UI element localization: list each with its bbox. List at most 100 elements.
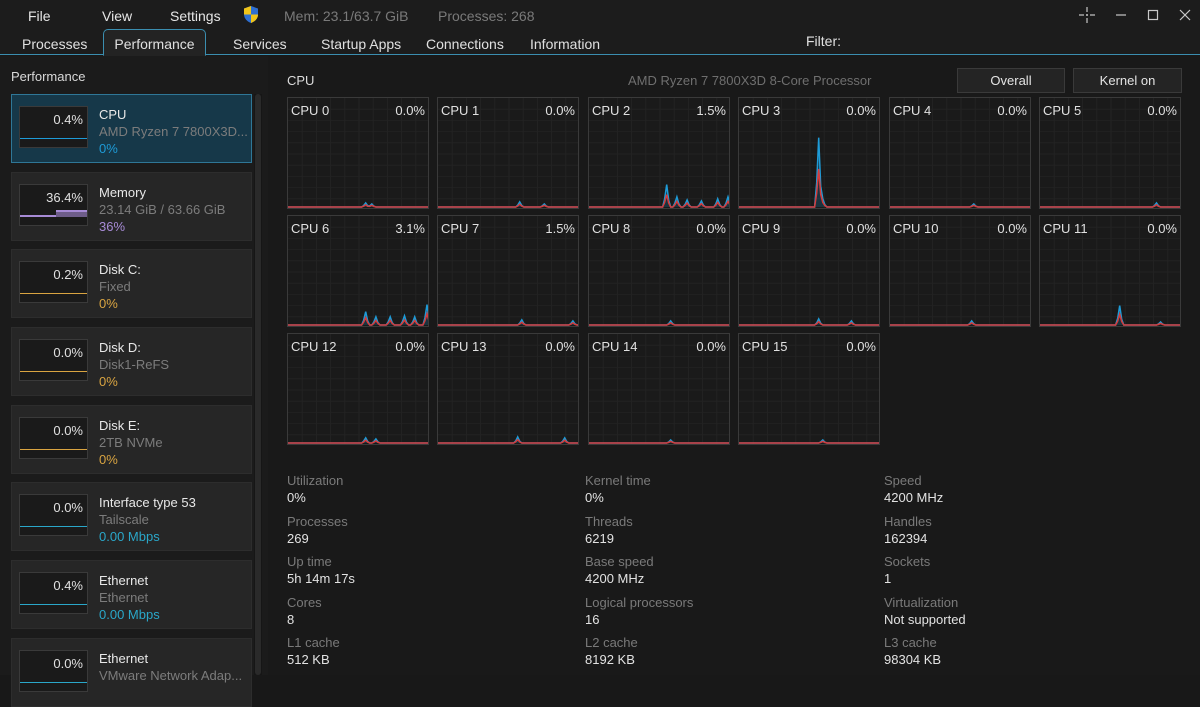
sidebar-item-disk-c-[interactable]: 0.2% Disk C: Fixed 0%	[11, 249, 252, 318]
cpu-core-graph-plot	[890, 216, 1030, 326]
cpu-core-label: CPU 15	[742, 339, 788, 354]
tab-information[interactable]: Information	[530, 36, 601, 52]
user-time-area	[288, 304, 428, 325]
cpu-core-percent: 0.0%	[545, 103, 575, 118]
cpu-core-graph-plot	[438, 334, 578, 444]
cpu-core-label: CPU 9	[742, 221, 781, 236]
cpu-core-graph: CPU 0 0.0%	[287, 97, 429, 209]
mini-graph-line	[20, 682, 87, 683]
cpu-core-graph-plot	[288, 216, 428, 326]
stat-value: 5h 14m 17s	[287, 571, 355, 587]
cpu-core-graph-plot	[890, 98, 1030, 208]
cpu-core-graph-plot	[589, 98, 729, 208]
stat-value: 512 KB	[287, 652, 330, 668]
move-handle-icon[interactable]	[1072, 4, 1102, 28]
sidebar-item-value: 36%	[99, 219, 126, 234]
minimize-icon[interactable]	[1106, 4, 1136, 28]
sidebar-item-name: Ethernet	[99, 651, 149, 666]
cpu-core-graph-plot	[438, 98, 578, 208]
cpu-core-label: CPU 1	[441, 103, 480, 118]
sidebar-item-name: Memory	[99, 185, 146, 200]
cpu-core-graph: CPU 15 0.0%	[738, 333, 880, 445]
overall-button[interactable]: Overall	[957, 68, 1065, 93]
menu-settings[interactable]: Settings	[170, 8, 221, 24]
cpu-core-graph-plot	[739, 334, 879, 444]
kernel-time-line	[589, 321, 729, 326]
cpu-core-percent: 0.0%	[846, 103, 876, 118]
cpu-core-graph-plot	[1040, 98, 1180, 208]
mini-graph-line	[20, 449, 87, 450]
stat-value: 4200 MHz	[585, 571, 645, 587]
mini-graph: 0.0%	[19, 650, 88, 692]
sidebar-item-name: CPU	[99, 107, 127, 122]
filter-label: Filter:	[806, 33, 841, 49]
cpu-core-label: CPU 14	[592, 339, 638, 354]
close-icon[interactable]	[1170, 4, 1200, 28]
sidebar-item-ethernet[interactable]: 0.4% Ethernet Ethernet 0.00 Mbps	[11, 560, 252, 629]
mini-graph-percent: 36.4%	[46, 190, 83, 205]
sidebar-item-name: Disk E:	[99, 418, 141, 433]
tab-connections[interactable]: Connections	[426, 36, 504, 52]
cpu-core-percent: 3.1%	[395, 221, 425, 236]
stat-label: Threads	[585, 513, 633, 529]
mini-graph-percent: 0.4%	[53, 578, 83, 593]
tab-startup-apps[interactable]: Startup Apps	[321, 36, 402, 52]
memory-status: Mem: 23.1/63.7 GiB	[284, 8, 409, 24]
cpu-core-label: CPU 6	[291, 221, 330, 236]
kernel-time-line	[1040, 311, 1180, 326]
user-time-area	[438, 436, 578, 443]
stat-value: 4200 MHz	[884, 490, 944, 505]
mini-graph-percent: 0.0%	[53, 423, 83, 438]
sidebar-item-subtitle: AMD Ryzen 7 7800X3D...	[99, 124, 248, 139]
cpu-core-graph-plot	[438, 216, 578, 326]
cpu-core-percent: 0.0%	[846, 339, 876, 354]
menu-file[interactable]: File	[28, 8, 51, 24]
mini-graph: 0.4%	[19, 106, 88, 148]
menu-view[interactable]: View	[102, 8, 133, 24]
sidebar-item-interface-type-53[interactable]: 0.0% Interface type 53 Tailscale 0.00 Mbps	[11, 482, 252, 551]
sidebar-item-value: 0%	[99, 452, 118, 467]
cpu-core-label: CPU 2	[592, 103, 631, 118]
cpu-core-percent: 0.0%	[1147, 103, 1177, 118]
sidebar-item-memory[interactable]: 36.4% Memory 23.14 GiB / 63.66 GiB 36%	[11, 172, 252, 241]
cpu-core-percent: 0.0%	[1147, 221, 1177, 236]
stat-label: Speed	[884, 473, 922, 488]
kernel-time-line	[890, 204, 1030, 208]
sidebar-item-subtitle: 2TB NVMe	[99, 435, 163, 450]
mini-graph-baseline	[20, 215, 56, 217]
tab-processes[interactable]: Processes	[22, 36, 88, 52]
stat-label: Virtualization	[884, 594, 959, 610]
kernel-toggle-button[interactable]: Kernel on	[1073, 68, 1182, 93]
kernel-time-line	[288, 439, 428, 444]
stat-label: Up time	[287, 554, 332, 570]
cpu-core-graph: CPU 10 0.0%	[889, 215, 1031, 327]
mini-graph: 0.0%	[19, 339, 88, 381]
stat-value: 0%	[585, 490, 604, 505]
tab-services[interactable]: Services	[233, 36, 287, 52]
mini-graph-line	[20, 293, 87, 294]
tab-performance[interactable]: Performance	[103, 29, 206, 56]
cpu-core-label: CPU 7	[441, 221, 480, 236]
maximize-icon[interactable]	[1138, 4, 1168, 28]
sidebar-item-cpu[interactable]: 0.4% CPU AMD Ryzen 7 7800X3D... 0%	[11, 94, 252, 163]
stat-label: L2 cache	[585, 635, 638, 651]
cpu-core-percent: 0.0%	[846, 221, 876, 236]
kernel-time-line	[438, 203, 578, 208]
stat-label: Handles	[884, 513, 932, 529]
process-count-status: Processes: 268	[438, 8, 535, 24]
mini-graph: 36.4%	[19, 184, 88, 226]
sidebar-item-disk-e-[interactable]: 0.0% Disk E: 2TB NVMe 0%	[11, 405, 252, 474]
cpu-core-percent: 1.5%	[696, 103, 726, 118]
cpu-core-graph: CPU 2 1.5%	[588, 97, 730, 209]
sidebar-scrollbar-thumb[interactable]	[255, 94, 261, 675]
stat-value: 6219	[585, 530, 614, 546]
mini-graph-percent: 0.0%	[53, 500, 83, 515]
sidebar-item-ethernet[interactable]: 0.0% Ethernet VMware Network Adap...	[11, 638, 252, 707]
uac-shield-icon	[244, 6, 258, 23]
sidebar-item-disk-d-[interactable]: 0.0% Disk D: Disk1-ReFS 0%	[11, 327, 252, 396]
filter-input[interactable]	[842, 32, 1200, 53]
cpu-core-label: CPU 0	[291, 103, 330, 118]
stat-label: Logical processors	[585, 594, 694, 610]
cpu-core-percent: 0.0%	[395, 103, 425, 118]
kernel-time-line	[589, 440, 729, 444]
